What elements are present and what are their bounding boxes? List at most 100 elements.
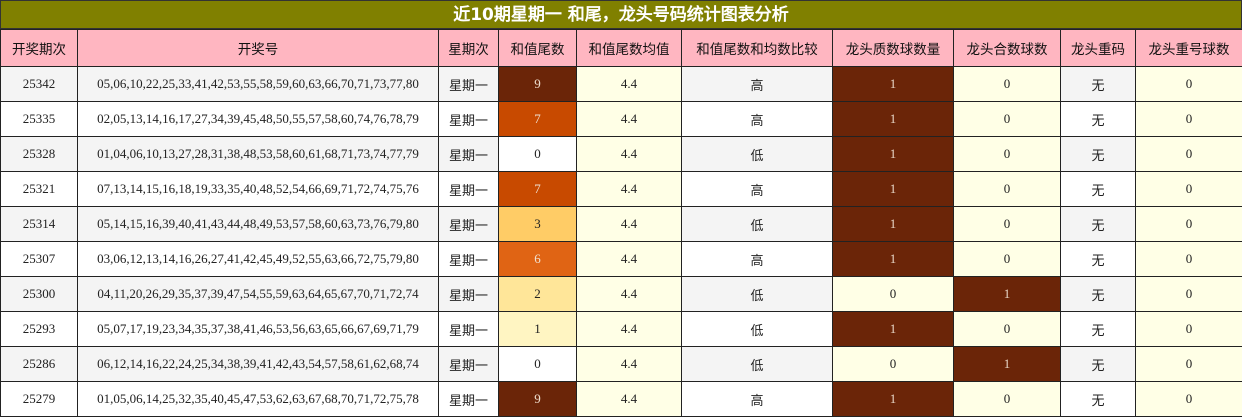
numbers-cell: 07,13,14,15,16,18,19,33,35,40,48,52,54,6… [77, 171, 439, 207]
weekday-cell: 星期一 [438, 311, 499, 347]
composite-count-cell: 0 [953, 206, 1061, 242]
repeat-cell: 无 [1060, 136, 1136, 172]
tail-cell: 0 [498, 346, 577, 382]
header-weekday: 星期次 [438, 29, 499, 67]
table-row: 25321 07,13,14,15,16,18,19,33,35,40,48,52… [0, 171, 1242, 207]
numbers-cell: 06,12,14,16,22,24,25,34,38,39,41,42,43,5… [77, 346, 439, 382]
compare-cell: 高 [681, 241, 833, 277]
composite-count-cell: 0 [953, 311, 1061, 347]
prime-count-cell: 1 [832, 101, 954, 137]
weekday-cell: 星期一 [438, 66, 499, 102]
avg-cell: 4.4 [576, 136, 682, 172]
prime-count-cell: 1 [832, 171, 954, 207]
table-row: 25300 04,11,20,26,29,35,37,39,47,54,55,59… [0, 276, 1242, 312]
header-repeat-count: 龙头重号球数 [1135, 29, 1242, 67]
table-row: 25314 05,14,15,16,39,40,41,43,44,48,49,53… [0, 206, 1242, 242]
tail-cell: 3 [498, 206, 577, 242]
repeat-cell: 无 [1060, 381, 1136, 417]
header-repeat: 龙头重码 [1060, 29, 1136, 67]
table-row: 25342 05,06,10,22,25,33,41,42,53,55,58,59… [0, 66, 1242, 102]
issue-cell: 25307 [0, 241, 78, 277]
prime-count-cell: 0 [832, 276, 954, 312]
issue-cell: 25328 [0, 136, 78, 172]
composite-count-cell: 0 [953, 136, 1061, 172]
header-row: 开奖期次 开奖号 星期次 和值尾数 和值尾数均值 和值尾数和均数比较 龙头质数球… [0, 29, 1242, 67]
compare-cell: 高 [681, 66, 833, 102]
header-tail: 和值尾数 [498, 29, 577, 67]
issue-cell: 25342 [0, 66, 78, 102]
weekday-cell: 星期一 [438, 241, 499, 277]
composite-count-cell: 1 [953, 346, 1061, 382]
numbers-cell: 03,06,12,13,14,16,26,27,41,42,45,49,52,5… [77, 241, 439, 277]
composite-count-cell: 0 [953, 171, 1061, 207]
composite-count-cell: 0 [953, 241, 1061, 277]
repeat-cell: 无 [1060, 66, 1136, 102]
prime-count-cell: 1 [832, 311, 954, 347]
numbers-cell: 05,06,10,22,25,33,41,42,53,55,58,59,60,6… [77, 66, 439, 102]
compare-cell: 高 [681, 101, 833, 137]
numbers-cell: 01,04,06,10,13,27,28,31,38,48,53,58,60,6… [77, 136, 439, 172]
tail-cell: 0 [498, 136, 577, 172]
repeat-count-cell: 0 [1135, 311, 1242, 347]
repeat-cell: 无 [1060, 171, 1136, 207]
compare-cell: 低 [681, 136, 833, 172]
prime-count-cell: 1 [832, 381, 954, 417]
avg-cell: 4.4 [576, 101, 682, 137]
prime-count-cell: 1 [832, 206, 954, 242]
tail-cell: 7 [498, 101, 577, 137]
repeat-count-cell: 0 [1135, 241, 1242, 277]
page-title: 近10期星期一 和尾，龙头号码统计图表分析 [0, 0, 1242, 29]
table-row: 25293 05,07,17,19,23,34,35,37,38,41,46,53… [0, 311, 1242, 347]
table-row: 25328 01,04,06,10,13,27,28,31,38,48,53,58… [0, 136, 1242, 172]
weekday-cell: 星期一 [438, 136, 499, 172]
weekday-cell: 星期一 [438, 276, 499, 312]
avg-cell: 4.4 [576, 241, 682, 277]
weekday-cell: 星期一 [438, 346, 499, 382]
header-avg: 和值尾数均值 [576, 29, 682, 67]
tail-cell: 9 [498, 66, 577, 102]
header-composite: 龙头合数球数 [953, 29, 1061, 67]
table-row: 25307 03,06,12,13,14,16,26,27,41,42,45,49… [0, 241, 1242, 277]
issue-cell: 25321 [0, 171, 78, 207]
composite-count-cell: 0 [953, 381, 1061, 417]
avg-cell: 4.4 [576, 311, 682, 347]
composite-count-cell: 1 [953, 276, 1061, 312]
numbers-cell: 01,05,06,14,25,32,35,40,45,47,53,62,63,6… [77, 381, 439, 417]
compare-cell: 低 [681, 346, 833, 382]
compare-cell: 高 [681, 171, 833, 207]
tail-cell: 6 [498, 241, 577, 277]
repeat-count-cell: 0 [1135, 381, 1242, 417]
avg-cell: 4.4 [576, 206, 682, 242]
header-numbers: 开奖号 [77, 29, 439, 67]
issue-cell: 25335 [0, 101, 78, 137]
compare-cell: 高 [681, 381, 833, 417]
avg-cell: 4.4 [576, 346, 682, 382]
tail-cell: 1 [498, 311, 577, 347]
table-row: 25335 02,05,13,14,16,17,27,34,39,45,48,50… [0, 101, 1242, 137]
composite-count-cell: 0 [953, 101, 1061, 137]
prime-count-cell: 1 [832, 136, 954, 172]
weekday-cell: 星期一 [438, 206, 499, 242]
repeat-cell: 无 [1060, 206, 1136, 242]
compare-cell: 低 [681, 206, 833, 242]
issue-cell: 25279 [0, 381, 78, 417]
header-prime: 龙头质数球数量 [832, 29, 954, 67]
prime-count-cell: 0 [832, 346, 954, 382]
compare-cell: 低 [681, 311, 833, 347]
repeat-count-cell: 0 [1135, 101, 1242, 137]
avg-cell: 4.4 [576, 276, 682, 312]
repeat-count-cell: 0 [1135, 171, 1242, 207]
header-issue: 开奖期次 [0, 29, 78, 67]
repeat-cell: 无 [1060, 346, 1136, 382]
issue-cell: 25314 [0, 206, 78, 242]
weekday-cell: 星期一 [438, 171, 499, 207]
tail-cell: 2 [498, 276, 577, 312]
repeat-cell: 无 [1060, 241, 1136, 277]
avg-cell: 4.4 [576, 381, 682, 417]
table-row: 25286 06,12,14,16,22,24,25,34,38,39,41,42… [0, 346, 1242, 382]
issue-cell: 25293 [0, 311, 78, 347]
composite-count-cell: 0 [953, 66, 1061, 102]
repeat-cell: 无 [1060, 101, 1136, 137]
issue-cell: 25286 [0, 346, 78, 382]
